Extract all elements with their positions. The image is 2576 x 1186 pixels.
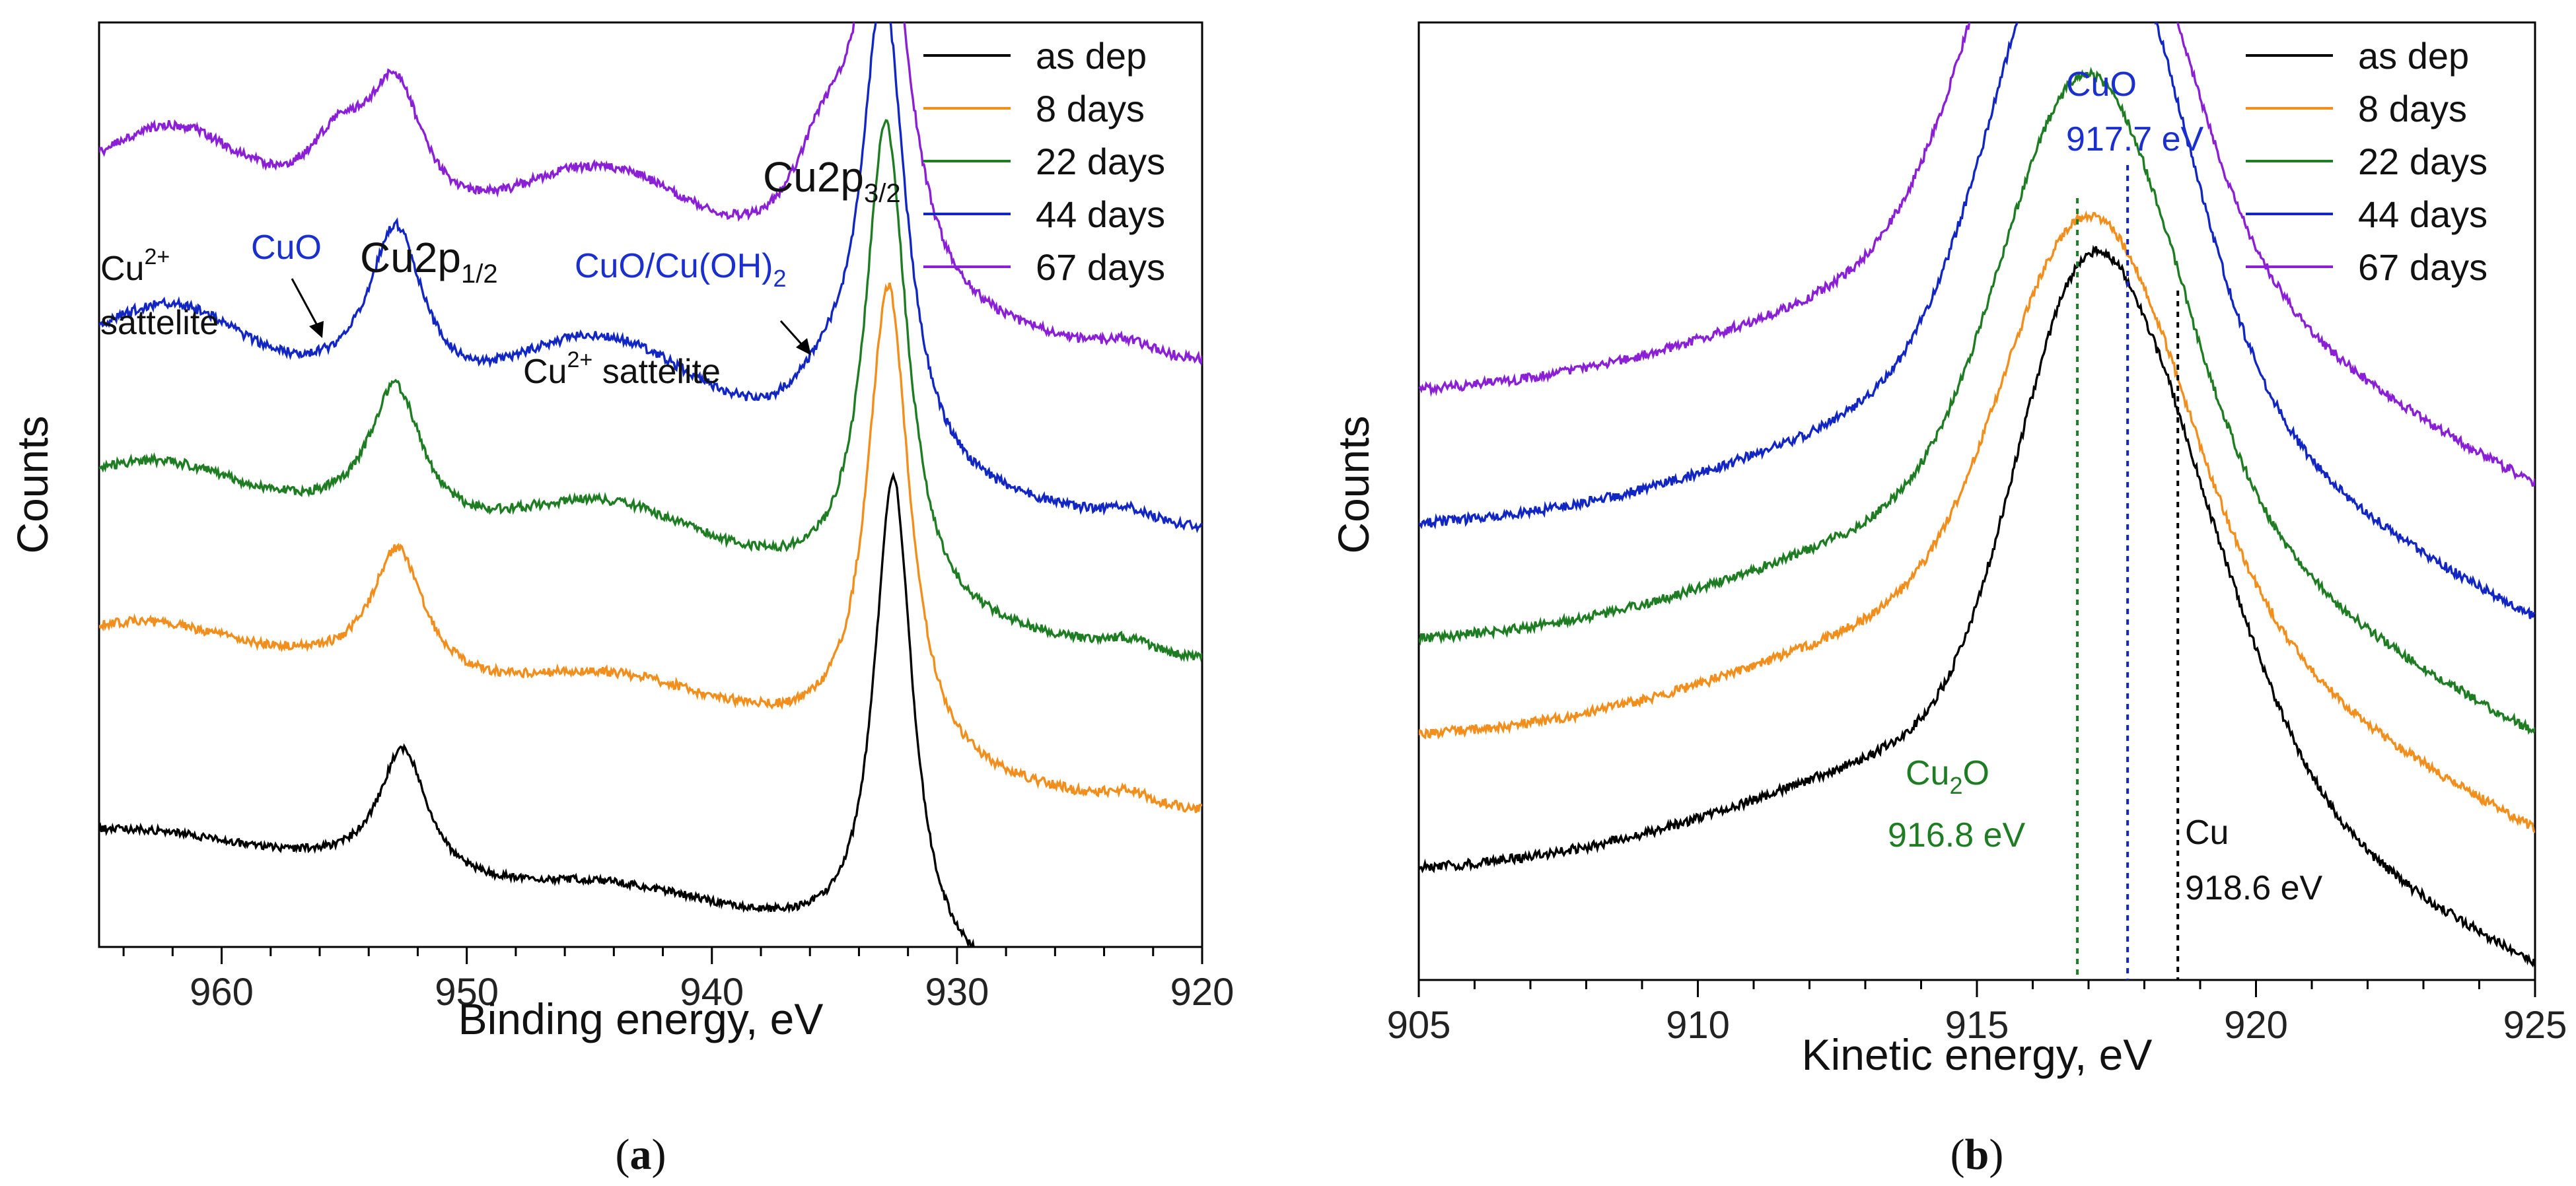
a-series-8-days <box>99 282 1202 814</box>
panel-a-anno-cuo-cuoh2: CuO/Cu(OH)2 <box>575 247 787 292</box>
a-legend-label-22-days: 22 days <box>1036 141 1165 182</box>
panel-a-anno-cu2p12: Cu2p1/2 <box>360 234 498 289</box>
b-series-67-days <box>1419 22 2535 487</box>
panel-a-y-axis-title: Counts <box>8 415 57 553</box>
panel-b-label: (b) <box>1950 1131 2004 1179</box>
b-series-as-dep <box>1419 244 2535 968</box>
panel-b-x-axis-title: Kinetic energy, eV <box>1802 1030 2153 1079</box>
panel-b-anno-cu2o: Cu2O <box>1906 754 1989 799</box>
b-legend-label-8-days: 8 days <box>2358 88 2467 129</box>
panel-a-label: (a) <box>616 1131 666 1179</box>
panel-b-x-axis: 905 910 915 920 925 <box>1387 980 2567 1047</box>
panel-b-anno-cuo-energy: 917.7 eV <box>2066 120 2203 158</box>
panel-b-anno-cu2o-energy: 916.8 eV <box>1888 816 2025 855</box>
panel-a-anno-satellite-word: sattelite <box>100 304 219 342</box>
panel-b-legend: as dep 8 days 22 days 44 days 67 days <box>2246 35 2487 288</box>
b-series-8-days <box>1419 210 2535 833</box>
panel-a-legend: as dep 8 days 22 days 44 days 67 days <box>923 35 1165 288</box>
panel-b-anno-cu-energy: 918.6 eV <box>2185 869 2322 907</box>
b-legend-label-22-days: 22 days <box>2358 141 2487 182</box>
a-tick-label-920: 920 <box>1170 971 1234 1014</box>
b-legend-label-44-days: 44 days <box>2358 193 2487 235</box>
b-tick-label-915: 915 <box>1945 1004 2009 1047</box>
panel-a-frame <box>98 21 1203 948</box>
panel-a-arrow-cuo-cuoh2 <box>779 320 805 347</box>
a-tick-label-940: 940 <box>680 971 744 1014</box>
b-tick-label-905: 905 <box>1387 1004 1451 1047</box>
a-legend-label-as-dep: as dep <box>1036 35 1147 77</box>
panel-b-reference-lines <box>2076 165 2180 980</box>
a-series-22-days <box>99 119 1202 662</box>
panel-b-series <box>1419 22 2535 968</box>
panel-a-anno-cu2-satellite-mid: Cu2+ sattelite <box>523 347 721 391</box>
panel-a-arrow-cuo <box>291 278 320 328</box>
a-tick-label-930: 930 <box>925 971 989 1014</box>
panel-a-series <box>99 22 1202 947</box>
b-series-44-days <box>1419 22 2535 619</box>
b-legend-label-67-days: 67 days <box>2358 246 2487 288</box>
panel-b-y-axis-title: Counts <box>1329 415 1378 553</box>
b-legend-label-as-dep: as dep <box>2358 35 2469 77</box>
a-series-as-dep <box>99 471 980 947</box>
panel-b-anno-cu: Cu <box>2185 814 2229 852</box>
panel-b: 905 910 915 920 925 Kinetic energy, eV Count… <box>1329 21 2567 1179</box>
a-legend-label-44-days: 44 days <box>1036 193 1165 235</box>
a-tick-label-950: 950 <box>435 971 499 1014</box>
panel-a: 960 950 940 930 920 Binding energy, eV Count… <box>8 21 1234 1179</box>
panel-a-anno-cu2p32: Cu2p3/2 <box>763 153 901 208</box>
a-tick-label-960: 960 <box>190 971 254 1014</box>
a-series-44-days <box>99 22 1202 534</box>
panel-a-arrowhead-cuo-cuoh2 <box>796 338 811 355</box>
panel-a-x-axis-title: Binding energy, eV <box>458 994 824 1043</box>
a-series-67-days <box>99 22 1202 366</box>
panel-a-x-axis: 960 950 940 930 920 <box>122 947 1234 1014</box>
a-legend-label-67-days: 67 days <box>1036 246 1165 288</box>
b-tick-label-920: 920 <box>2224 1004 2288 1047</box>
b-tick-label-925: 925 <box>2503 1004 2567 1047</box>
panel-a-anno-cu2-satellite-left: Cu2+ <box>100 244 170 288</box>
panel-b-anno-cuo: CuO <box>2066 65 2137 104</box>
a-legend-label-8-days: 8 days <box>1036 88 1145 129</box>
b-series-22-days <box>1419 67 2535 735</box>
panel-a-anno-cuo: CuO <box>251 228 322 267</box>
b-tick-label-910: 910 <box>1666 1004 1730 1047</box>
panel-a-arrowhead-cuo <box>309 321 324 338</box>
